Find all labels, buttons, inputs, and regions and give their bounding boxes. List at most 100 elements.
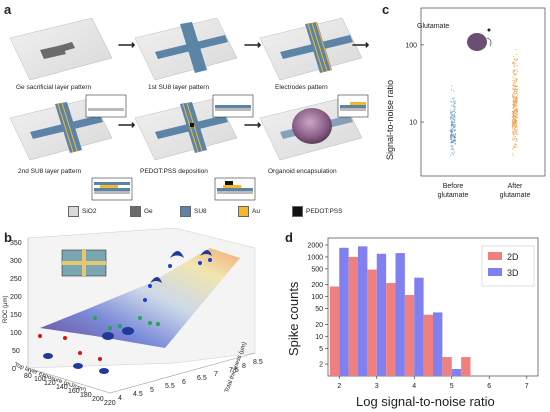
data-point: [516, 78, 518, 80]
data-point: [513, 92, 515, 94]
data-point: [515, 96, 517, 98]
data-point: [451, 111, 453, 113]
bar-3D: [395, 253, 405, 376]
data-point: [513, 110, 516, 112]
step1-plate: [9, 17, 113, 81]
data-point: [515, 127, 517, 129]
data-point: [513, 125, 515, 127]
data-point: [514, 138, 516, 140]
data-point: [514, 80, 516, 82]
data-point: [516, 139, 518, 141]
data-point: [453, 106, 455, 108]
data-points: [38, 258, 212, 361]
data-point: [515, 123, 517, 126]
svg-text:ROC (μm): ROC (μm): [3, 296, 9, 323]
data-point: [515, 98, 517, 100]
svg-text:6: 6: [182, 379, 186, 386]
roc-surface: [40, 248, 240, 348]
data-point: [452, 105, 454, 107]
data-point: [516, 58, 518, 61]
spike-count-histogram: 2 5 10 20 50 100 200 500 1000 2000 2 3 4 5 6 7 Spike c…: [286, 237, 539, 409]
data-point: [516, 118, 518, 120]
data-point: [512, 116, 515, 119]
data-point: [512, 79, 514, 81]
data-point: [450, 116, 452, 118]
data-point: [450, 114, 452, 116]
data-point: [514, 129, 516, 132]
data-point: [516, 108, 518, 111]
data-point: [511, 94, 514, 96]
legend-sio2: SiO2: [68, 206, 96, 217]
category-label: glutamate: [500, 192, 531, 199]
data-point: [516, 138, 518, 140]
data-point: [516, 92, 518, 94]
data-point: [513, 64, 515, 66]
data-point: [514, 63, 517, 65]
data-point: [512, 125, 514, 127]
data-point: [515, 80, 518, 82]
step-label-5: PEDOT:PSS deposition: [140, 168, 208, 175]
annotation-label: Glutamate: [417, 23, 449, 30]
data-point: [512, 111, 515, 113]
data-point: [450, 140, 452, 143]
svg-text:180: 180: [80, 392, 92, 399]
data-point: [513, 70, 515, 73]
data-point: [512, 85, 515, 87]
data-point: [516, 58, 518, 60]
step2-plate: [134, 17, 238, 81]
data-point: [512, 96, 515, 98]
data-point: [516, 140, 518, 142]
data-point: [451, 116, 453, 118]
data-point: [453, 125, 456, 127]
bar-2D: [367, 269, 377, 376]
y-tick-label: 10: [409, 120, 417, 127]
step-label-1: Ge sacrificial layer pattern: [16, 84, 92, 91]
data-point: [515, 144, 518, 146]
panel-label-b: b: [4, 230, 12, 245]
data-point: [515, 147, 517, 149]
y-tick-label: 200: [311, 282, 323, 289]
svg-text:120: 120: [44, 380, 56, 387]
data-point: [513, 95, 516, 97]
y-tick-label: 2: [319, 362, 323, 369]
data-point: [516, 113, 519, 116]
data-point: [452, 101, 454, 103]
data-point: [512, 147, 514, 149]
bar-2D: [329, 286, 340, 376]
data-point: [453, 126, 455, 128]
data-point: [516, 70, 518, 72]
data-point: [512, 106, 514, 109]
y-tick-label: 100: [311, 294, 323, 301]
data-point: [516, 114, 518, 116]
data-point: [450, 136, 452, 139]
data-point: [450, 105, 452, 107]
data-point: [514, 145, 516, 147]
data-point: [514, 105, 516, 107]
svg-text:200: 200: [92, 396, 104, 403]
data-point: [452, 99, 455, 101]
data-point: [513, 120, 516, 122]
curled-device-icons: [43, 250, 212, 374]
svg-text:80: 80: [24, 373, 32, 380]
step-label-4: 2nd SU8 layer pattern: [18, 168, 82, 175]
data-point: [514, 57, 516, 60]
svg-text:5: 5: [150, 387, 154, 394]
data-point: [516, 91, 518, 93]
data-point: [516, 90, 518, 92]
svg-text:150: 150: [10, 312, 22, 319]
data-point: [516, 85, 518, 87]
data-point: [450, 148, 452, 150]
data-point: [449, 130, 452, 133]
arrow-right-icon: ⟶: [352, 38, 370, 52]
data-point: [454, 134, 457, 136]
data-point: [515, 106, 518, 108]
roc-3d-surface-plot: 0 50 100 150 200 250 300 350 ROC (μm) 80…: [3, 228, 263, 407]
data-point: [514, 101, 516, 103]
legend-ge: Ge: [130, 206, 153, 217]
organoid-sphere: [292, 108, 332, 144]
data-point: [513, 145, 515, 147]
bar-3D: [376, 253, 387, 376]
svg-text:0: 0: [12, 366, 16, 373]
data-point: [512, 127, 514, 129]
data-point: [513, 138, 515, 141]
